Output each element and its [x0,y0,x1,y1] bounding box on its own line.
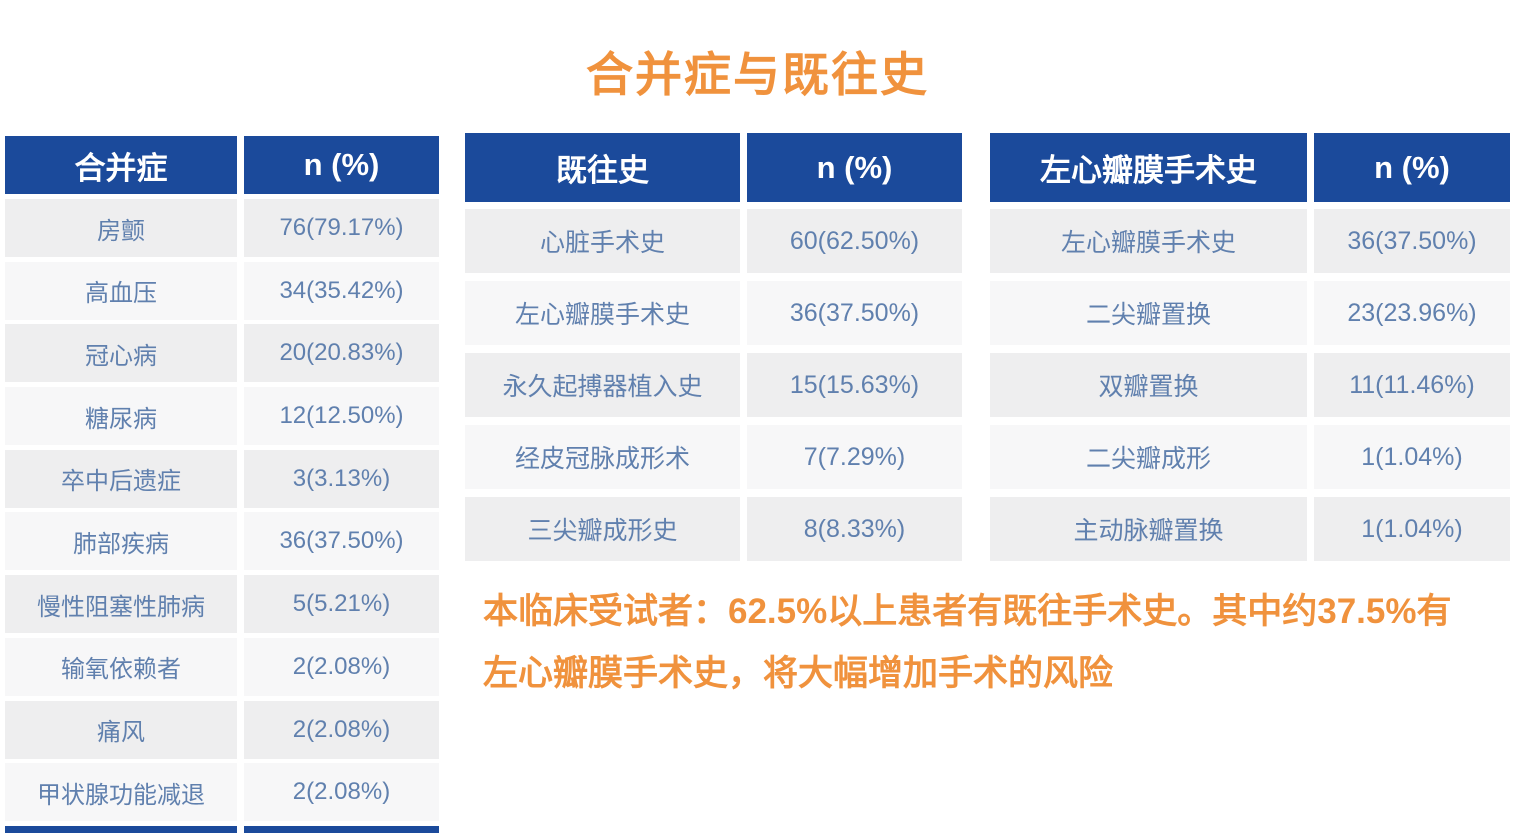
row-value: 15(15.63%) [747,353,962,417]
column-header: n (%) [1314,133,1510,202]
row-value: 2(2.08%) [244,763,439,822]
cutoff-segment [5,825,237,833]
table-row: 二尖瓣成形 1(1.04%) [990,425,1510,489]
row-value: 5(5.21%) [244,575,439,634]
table-row: 房颤 76(79.17%) [5,199,439,257]
table-row: 左心瓣膜手术史 36(37.50%) [990,209,1510,273]
table-cutoff-strip [5,825,439,833]
row-label: 房颤 [5,199,237,257]
table-row: 冠心病 20(20.83%) [5,324,439,383]
row-label: 慢性阻塞性肺病 [5,575,237,634]
column-header: 合并症 [5,136,237,194]
table-row: 双瓣置换 11(11.46%) [990,353,1510,417]
row-value: 36(37.50%) [747,281,962,345]
table-row: 肺部疾病 36(37.50%) [5,512,439,571]
column-header: n (%) [747,133,962,202]
table-header-row: 既往史 n (%) [465,133,962,202]
row-value: 23(23.96%) [1314,281,1510,345]
page-title: 合并症与既往史 [586,48,929,101]
annotation-line-2: 左心瓣膜手术史，将大幅增加手术的风险 [483,654,1114,693]
row-label: 糖尿病 [5,387,237,446]
table-row: 三尖瓣成形史 8(8.33%) [465,497,962,561]
row-label: 左心瓣膜手术史 [990,209,1307,273]
table-row: 输氧依赖者 2(2.08%) [5,637,439,696]
row-value: 7(7.29%) [747,425,962,489]
row-label: 甲状腺功能减退 [5,763,237,822]
annotation-line-1: 本临床受试者：62.5%以上患者有既往手术史。其中约37.5%有 [483,592,1452,631]
row-value: 3(3.13%) [244,449,439,508]
row-label: 双瓣置换 [990,353,1307,417]
row-label: 经皮冠脉成形术 [465,425,740,489]
row-label: 主动脉瓣置换 [990,497,1307,561]
row-label: 二尖瓣成形 [990,425,1307,489]
cutoff-segment [244,825,439,833]
column-header: 既往史 [465,133,740,202]
table-row: 糖尿病 12(12.50%) [5,387,439,446]
row-value: 1(1.04%) [1314,497,1510,561]
row-label: 输氧依赖者 [5,637,237,696]
past-history-table: 既往史 n (%) 心脏手术史 60(62.50%) 左心瓣膜手术史 36(37… [465,133,962,569]
row-value: 34(35.42%) [244,261,439,320]
row-label: 痛风 [5,700,237,759]
row-value: 60(62.50%) [747,209,962,273]
row-value: 36(37.50%) [244,512,439,571]
row-value: 1(1.04%) [1314,425,1510,489]
valve-surgery-table: 左心瓣膜手术史 n (%) 左心瓣膜手术史 36(37.50%) 二尖瓣置换 2… [990,133,1510,569]
row-label: 左心瓣膜手术史 [465,281,740,345]
table-row: 慢性阻塞性肺病 5(5.21%) [5,575,439,634]
table-row: 高血压 34(35.42%) [5,261,439,320]
table-row: 永久起搏器植入史 15(15.63%) [465,353,962,417]
annotation-note: 本临床受试者：62.5%以上患者有既往手术史。其中约37.5%有 左心瓣膜手术史… [483,581,1515,705]
column-header: n (%) [244,136,439,194]
table-row: 卒中后遗症 3(3.13%) [5,449,439,508]
row-value: 76(79.17%) [244,199,439,257]
row-label: 冠心病 [5,324,237,383]
table-row: 心脏手术史 60(62.50%) [465,209,962,273]
table-row: 二尖瓣置换 23(23.96%) [990,281,1510,345]
table-row: 经皮冠脉成形术 7(7.29%) [465,425,962,489]
table-header-row: 左心瓣膜手术史 n (%) [990,133,1510,202]
row-value: 2(2.08%) [244,637,439,696]
table-body: 房颤 76(79.17%) 高血压 34(35.42%) 冠心病 20(20.8… [5,199,439,822]
column-header: 左心瓣膜手术史 [990,133,1307,202]
row-label: 永久起搏器植入史 [465,353,740,417]
row-value: 8(8.33%) [747,497,962,561]
row-label: 肺部疾病 [5,512,237,571]
table-row: 甲状腺功能减退 2(2.08%) [5,763,439,822]
table-row: 左心瓣膜手术史 36(37.50%) [465,281,962,345]
row-label: 二尖瓣置换 [990,281,1307,345]
row-value: 2(2.08%) [244,700,439,759]
comorbidities-table: 合并症 n (%) 房颤 76(79.17%) 高血压 34(35.42%) 冠… [5,136,439,833]
row-label: 心脏手术史 [465,209,740,273]
table-body: 心脏手术史 60(62.50%) 左心瓣膜手术史 36(37.50%) 永久起搏… [465,209,962,561]
row-label: 三尖瓣成形史 [465,497,740,561]
row-value: 12(12.50%) [244,387,439,446]
row-value: 11(11.46%) [1314,353,1510,417]
row-value: 20(20.83%) [244,324,439,383]
row-label: 卒中后遗症 [5,449,237,508]
table-body: 左心瓣膜手术史 36(37.50%) 二尖瓣置换 23(23.96%) 双瓣置换… [990,209,1510,561]
table-header-row: 合并症 n (%) [5,136,439,194]
table-row: 痛风 2(2.08%) [5,700,439,759]
row-label: 高血压 [5,261,237,320]
table-row: 主动脉瓣置换 1(1.04%) [990,497,1510,561]
row-value: 36(37.50%) [1314,209,1510,273]
